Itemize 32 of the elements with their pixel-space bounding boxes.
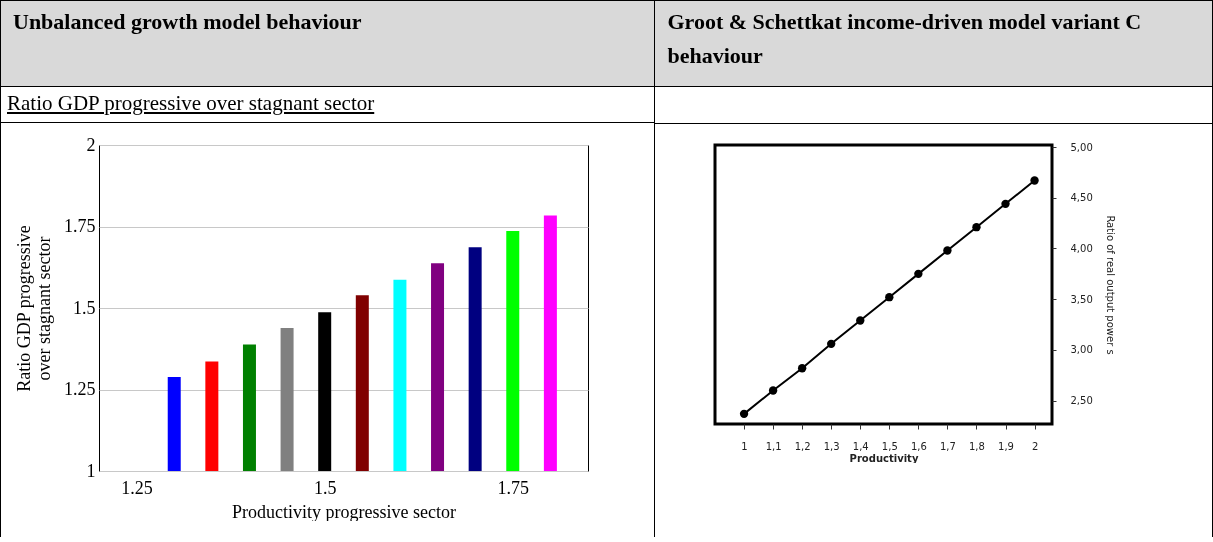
- y2-tick-label: 3,00: [1070, 344, 1094, 356]
- y2-tick-label: 2,50: [1070, 395, 1094, 407]
- x-tick-label: 1,5: [882, 440, 899, 452]
- x-tick-label: 1,1: [766, 440, 783, 452]
- x-tick-label: 1: [741, 440, 749, 452]
- y-tick-label: 1.75: [64, 216, 96, 236]
- x-tick-label: 1,8: [969, 440, 986, 452]
- x-tick-label: 1.25: [121, 477, 153, 498]
- x-tick-label: 1,2: [795, 440, 812, 452]
- y-tick-label: 1.5: [73, 297, 96, 318]
- y-axis-title: Ratio GDP progressive over stagnant sector: [14, 225, 54, 392]
- x-axis-title: Productivity: [850, 452, 920, 464]
- x-tick-label: 1,6: [911, 440, 928, 452]
- y2-tick-label: 4,00: [1070, 242, 1094, 254]
- x-tick-label: 1,7: [940, 440, 957, 452]
- y2-tick-label: 3,50: [1070, 293, 1094, 305]
- chart-title: Groot & Schettkat income-driven model variant C behaviour: [655, 1, 1212, 87]
- y2-tick-label: 4,50: [1070, 192, 1094, 204]
- x-tick-label: 1,4: [853, 440, 870, 452]
- x-tick-label: 1.75: [497, 477, 530, 498]
- y2-tick-label: 5,00: [1070, 141, 1094, 153]
- x-tick-label: 1,3: [824, 440, 841, 452]
- x-tick-label: 1.5: [313, 477, 337, 498]
- y-tick-label: 2: [86, 134, 96, 155]
- x-axis-title: Productivity progressive sector: [232, 501, 456, 522]
- y-tick-label: 1.25: [64, 379, 96, 399]
- chart-title: Unbalanced growth model behaviour: [1, 1, 655, 87]
- chart-subtitle: Ratio GDP progressive over stagnant sector: [1, 87, 655, 123]
- y-tick-label: 1: [86, 460, 96, 481]
- x-tick-label: 2: [1032, 440, 1039, 452]
- y2-axis-title: Ratio of real output power s: [1105, 215, 1117, 355]
- x-tick-label: 1,9: [998, 440, 1015, 452]
